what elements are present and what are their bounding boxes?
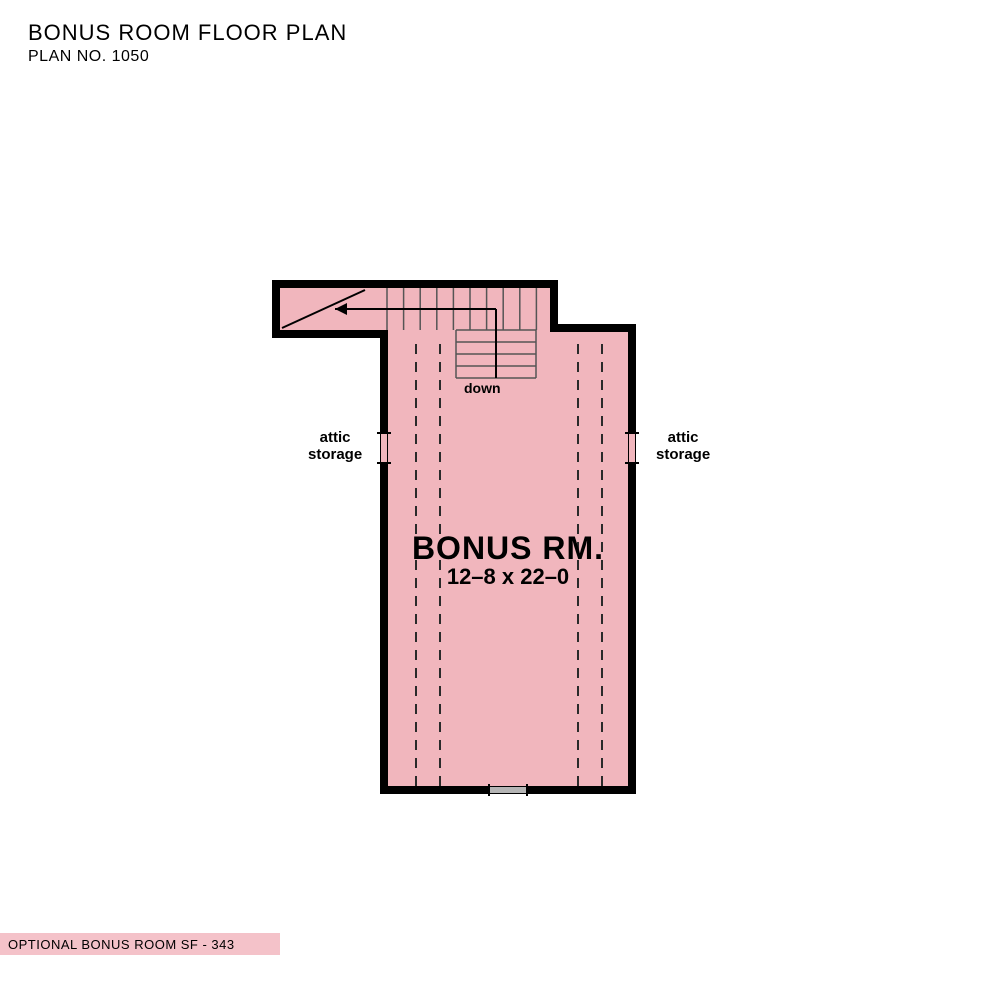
footer-text: OPTIONAL BONUS ROOM SF - 343 — [8, 937, 235, 952]
floorplan-svg — [0, 0, 1000, 985]
attic-label-left-2: storage — [308, 446, 362, 463]
attic-label-right-1: attic — [668, 429, 699, 446]
footer-info-bar: OPTIONAL BONUS ROOM SF - 343 — [0, 933, 280, 955]
attic-label-left-1: attic — [320, 429, 351, 446]
floorplan-diagram: attic storage attic storage BONUS RM. 12… — [0, 0, 1000, 985]
room-dimensions-label: 12–8 x 22–0 — [378, 564, 638, 590]
attic-storage-right-label: attic storage — [656, 430, 710, 463]
room-name-label: BONUS RM. — [378, 530, 638, 567]
attic-storage-left-label: attic storage — [308, 430, 362, 463]
attic-label-right-2: storage — [656, 446, 710, 463]
stairs-down-label: down — [464, 380, 501, 396]
